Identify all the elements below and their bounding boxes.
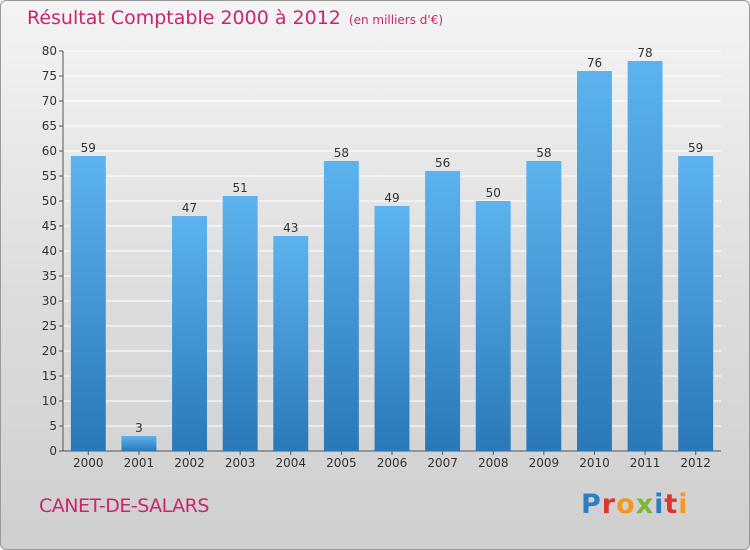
chart-title: Résultat Comptable 2000 à 2012 (en millie…	[27, 7, 443, 29]
x-tick-label: 2011	[630, 456, 661, 470]
bar-value-label: 56	[435, 156, 450, 170]
y-tick-label: 0	[49, 444, 57, 458]
bar-value-label: 59	[81, 141, 96, 155]
bar-value-label: 47	[182, 201, 197, 215]
bar	[475, 201, 511, 451]
bar	[678, 156, 714, 451]
bar-value-label: 43	[283, 221, 298, 235]
y-tick-label: 35	[42, 269, 57, 283]
bar-value-label: 59	[688, 141, 703, 155]
chart-title-text: Résultat Comptable 2000 à 2012	[27, 7, 341, 29]
bars	[70, 61, 714, 451]
bar-value-label: 78	[637, 46, 652, 60]
x-tick-label: 2009	[529, 456, 560, 470]
bar	[425, 171, 461, 451]
y-tick-label: 5	[49, 419, 57, 433]
x-tick-label: 2008	[478, 456, 509, 470]
y-tick-label: 45	[42, 219, 57, 233]
x-tick-label: 2001	[124, 456, 155, 470]
bar	[374, 206, 410, 451]
y-tick-label: 25	[42, 319, 57, 333]
chart-subtitle: (en milliers d'€)	[348, 13, 444, 27]
bar	[273, 236, 309, 451]
bar	[222, 196, 258, 451]
y-tick-label: 65	[42, 119, 57, 133]
bar	[172, 216, 208, 451]
bar	[526, 161, 562, 451]
bar-value-label: 49	[384, 191, 399, 205]
bar	[576, 71, 612, 451]
y-tick-label: 30	[42, 294, 57, 308]
bar-value-label: 51	[233, 181, 248, 195]
x-tick-label: 2003	[225, 456, 256, 470]
bar-value-label: 58	[536, 146, 551, 160]
proxiti-logo[interactable]: Proxiti	[581, 489, 689, 520]
x-tick-label: 2002	[174, 456, 205, 470]
bar-value-label: 76	[587, 56, 602, 70]
y-tick-label: 55	[42, 169, 57, 183]
y-tick-label: 40	[42, 244, 57, 258]
x-axis: 2000 2001 2002 2003 2004 2005 2006 2007 2008 2009…	[73, 451, 711, 470]
y-tick-label: 15	[42, 369, 57, 383]
x-tick-label: 2010	[579, 456, 610, 470]
bar	[323, 161, 359, 451]
y-tick-label: 50	[42, 194, 57, 208]
x-tick-label: 2007	[427, 456, 458, 470]
y-tick-label: 80	[42, 44, 57, 58]
bar-value-label: 58	[334, 146, 349, 160]
x-tick-label: 2006	[377, 456, 408, 470]
y-tick-label: 10	[42, 394, 57, 408]
y-tick-label: 70	[42, 94, 57, 108]
y-tick-label: 75	[42, 69, 57, 83]
bar-value-label: 50	[486, 186, 501, 200]
bar	[121, 436, 157, 451]
bar	[70, 156, 106, 451]
x-tick-label: 2005	[326, 456, 357, 470]
y-tick-label: 60	[42, 144, 57, 158]
x-tick-label: 2000	[73, 456, 104, 470]
commune-name: CANET-DE-SALARS	[39, 495, 209, 517]
x-tick-label: 2004	[275, 456, 306, 470]
data-labels: 59 3 47 51 43 58 49 56 50 58 76 78 59	[81, 46, 704, 435]
bar-value-label: 3	[135, 421, 143, 435]
bar	[627, 61, 663, 451]
y-tick-label: 20	[42, 344, 57, 358]
x-tick-label: 2012	[680, 456, 711, 470]
